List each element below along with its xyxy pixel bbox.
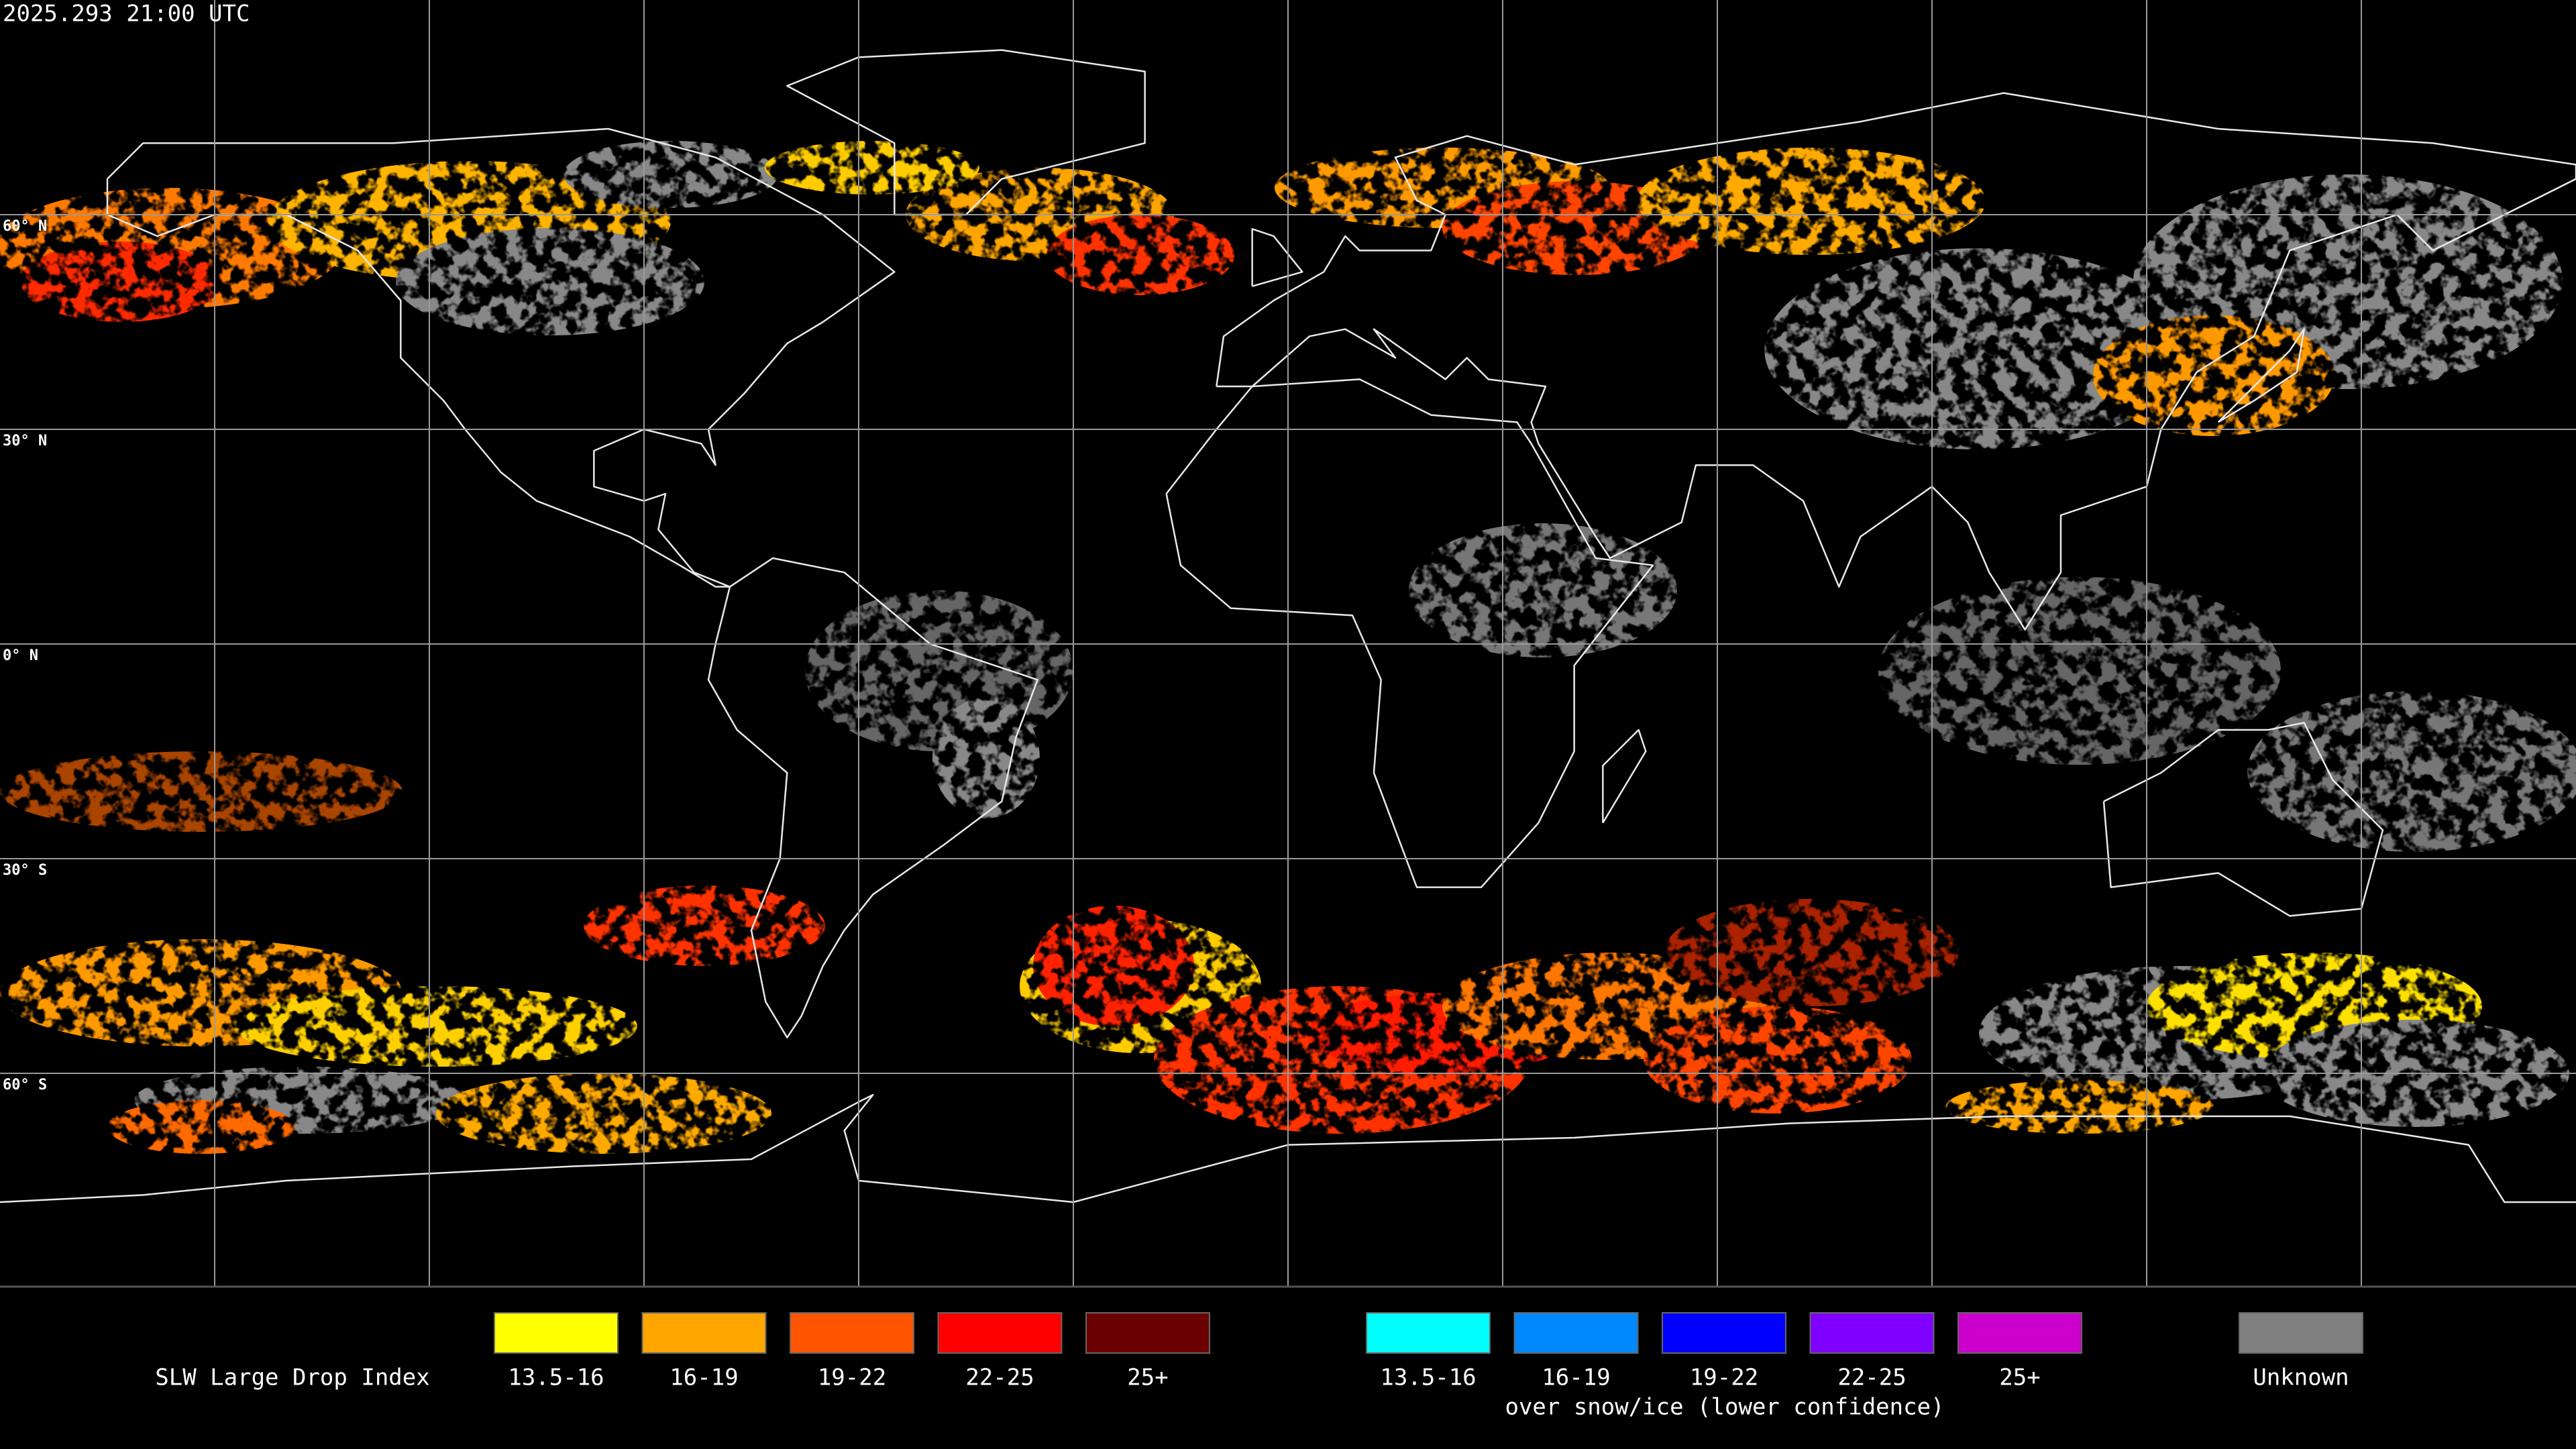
graticule — [0, 0, 2576, 1287]
legend-label: 16-19 — [669, 1364, 738, 1391]
legend-swatch — [1513, 1312, 1639, 1354]
legend-swatch — [1662, 1312, 1786, 1354]
legend-title: SLW Large Drop Index — [155, 1364, 429, 1391]
coastline — [0, 1093, 2576, 1203]
coastline — [707, 557, 1038, 1038]
legend-label: Unknown — [2253, 1364, 2349, 1391]
coastline — [2217, 328, 2305, 423]
legend-swatch — [2239, 1312, 2363, 1354]
latitude-label: 0° N — [3, 647, 38, 664]
legend-label: 25+ — [1127, 1364, 1168, 1391]
legend-label: 25+ — [1999, 1364, 2040, 1391]
legend-swatch — [494, 1312, 619, 1354]
legend-swatch — [641, 1312, 767, 1354]
legend-label: 13.5-16 — [508, 1364, 604, 1391]
legend-label: 16-19 — [1542, 1364, 1610, 1391]
legend-label: 13.5-16 — [1380, 1364, 1476, 1391]
coastline — [1251, 228, 1303, 287]
legend-label: 19-22 — [818, 1364, 886, 1391]
legend-swatch — [937, 1312, 1063, 1354]
map — [0, 0, 2576, 1288]
legend-swatch — [790, 1312, 914, 1354]
coastline — [2102, 722, 2384, 917]
legend-swatch — [1366, 1312, 1491, 1354]
legend-note: over snow/ice (lower confidence) — [1505, 1394, 1944, 1421]
latitude-label: 60° N — [3, 218, 47, 235]
legend-swatch — [1085, 1312, 1210, 1354]
coastline — [1602, 729, 1647, 824]
legend-label: 22-25 — [965, 1364, 1034, 1391]
timestamp: 2025.293 21:00 UTC — [3, 1, 250, 28]
coastline — [1165, 378, 1654, 888]
latitude-label: 30° N — [3, 433, 47, 449]
legend-label: 22-25 — [1837, 1364, 1906, 1391]
legend-label: 19-22 — [1690, 1364, 1758, 1391]
legend: SLW Large Drop Index 13.5-16 16-19 19-22 22-… — [155, 1312, 2363, 1421]
latitude-label: 30° S — [3, 862, 47, 879]
latitude-label: 60° S — [3, 1077, 47, 1093]
legend-swatch — [1957, 1312, 2082, 1354]
legend-swatch — [1809, 1312, 1935, 1354]
cloud-field — [0, 141, 2576, 1154]
